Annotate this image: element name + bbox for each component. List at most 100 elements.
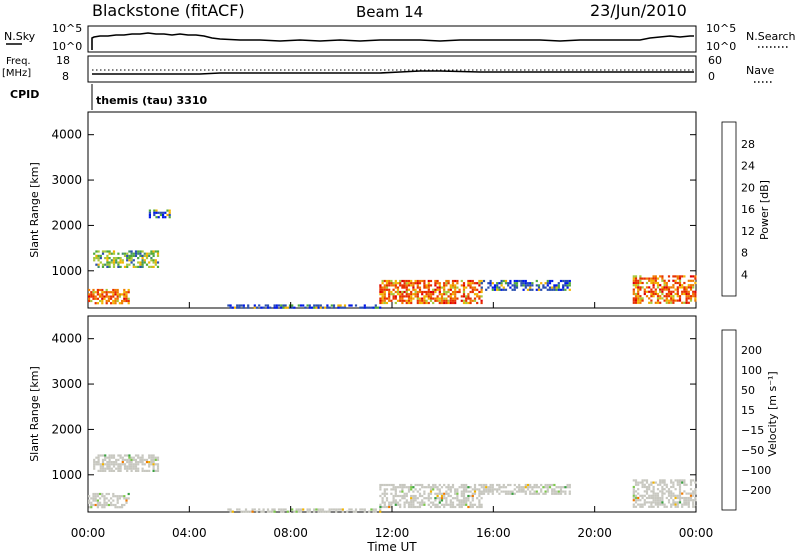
scatter-cell	[467, 301, 470, 305]
scatter-cell	[324, 510, 327, 513]
scatter-cell	[502, 286, 505, 289]
scatter-cell	[359, 508, 362, 511]
scatter-cell	[152, 461, 155, 464]
scatter-cell	[544, 483, 547, 487]
scatter-cell	[661, 501, 664, 504]
scatter-cell	[118, 295, 121, 298]
scatter-cell	[157, 216, 160, 219]
scatter-cell	[659, 483, 662, 486]
scatter-cell	[156, 252, 160, 255]
scatter-cell	[117, 458, 120, 461]
scatter-cell	[96, 503, 99, 507]
scatter-cell	[103, 497, 106, 500]
scatter-cell	[670, 297, 673, 300]
scatter-cell	[95, 257, 98, 260]
scatter-cell	[405, 290, 408, 294]
scatter-cell	[445, 297, 448, 300]
scatter-cell	[421, 293, 424, 296]
scatter-cell	[405, 295, 408, 298]
scatter-cell	[414, 288, 417, 291]
scatter-cell	[130, 467, 133, 470]
scatter-cell	[405, 486, 408, 489]
scatter-cell	[449, 288, 452, 291]
scatter-cell	[229, 304, 232, 307]
scatter-cell	[110, 501, 113, 504]
scatter-cell	[469, 290, 472, 294]
scatter-cell	[650, 483, 653, 486]
scatter-cell	[473, 492, 477, 495]
scatter-cell	[115, 463, 118, 466]
scatter-cell	[634, 284, 638, 287]
scatter-cell	[93, 461, 96, 464]
scatter-cell	[121, 261, 124, 264]
scatter-cell	[116, 501, 119, 504]
scatter-cell	[407, 288, 411, 291]
scatter-cell	[156, 463, 160, 466]
scatter-cell	[103, 501, 106, 504]
scatter-cell	[634, 499, 638, 502]
scatter-cell	[110, 463, 113, 466]
scatter-cell	[471, 290, 474, 294]
scatter-cell	[392, 488, 395, 491]
scatter-cell	[687, 297, 690, 300]
scatter-cell	[416, 297, 419, 300]
scatter-cell	[689, 488, 693, 491]
scatter-cell	[678, 279, 682, 282]
scatter-cell	[667, 492, 671, 495]
scatter-region	[88, 288, 130, 305]
scatter-cell	[685, 286, 688, 289]
scatter-cell	[491, 492, 494, 495]
scatter-cell	[670, 290, 673, 293]
scatter-cell	[687, 284, 690, 287]
scatter-cell	[476, 282, 479, 285]
scatter-cell	[652, 295, 655, 298]
scatter-cell	[381, 497, 384, 500]
scatter-cell	[445, 497, 448, 500]
scatter-cell	[460, 494, 463, 498]
scatter-cell	[548, 486, 552, 489]
scatter-cell	[392, 499, 395, 502]
scatter-cell	[381, 299, 384, 302]
scatter-cell	[141, 263, 144, 266]
scatter-cell	[659, 295, 662, 298]
scatter-cell	[476, 301, 479, 305]
scatter-cell	[429, 295, 433, 298]
scatter-cell	[370, 508, 373, 511]
scatter-cell	[434, 297, 437, 300]
scatter-cell	[121, 252, 124, 255]
scatter-cell	[407, 295, 411, 298]
scatter-cell	[123, 252, 127, 255]
scatter-cell	[473, 503, 477, 506]
colorbar-tick-label: 200	[741, 344, 762, 357]
scatter-cell	[381, 492, 384, 495]
scatter-cell	[132, 263, 135, 266]
scatter-cell	[665, 292, 668, 296]
scatter-cell	[656, 499, 660, 502]
scatter-cell	[676, 277, 679, 280]
scatter-cell	[507, 490, 510, 493]
scatter-cell	[659, 275, 662, 278]
scatter-cell	[392, 297, 395, 300]
scatter-cell	[410, 301, 413, 305]
scatter-cell	[244, 510, 248, 513]
scatter-cell	[498, 286, 501, 289]
scatter-cell	[388, 288, 391, 291]
scatter-cell	[410, 497, 413, 500]
scatter-cell	[101, 492, 104, 496]
scatter-cell	[443, 282, 446, 285]
scatter-cell	[637, 279, 640, 282]
scatter-cell	[665, 299, 668, 302]
scatter-cell	[121, 461, 124, 464]
colorbar-frame	[721, 121, 737, 297]
scatter-cell	[96, 293, 99, 296]
scatter-cell	[414, 497, 417, 500]
scatter-cell	[542, 286, 545, 289]
scatter-cell	[456, 499, 459, 502]
scatter-cell	[656, 277, 660, 280]
scatter-cell	[476, 288, 479, 291]
scatter-cell	[548, 288, 552, 291]
scatter-cell	[401, 494, 404, 498]
scatter-cell	[101, 454, 105, 457]
scatter-cell	[106, 463, 109, 466]
scatter-cell	[99, 454, 102, 457]
